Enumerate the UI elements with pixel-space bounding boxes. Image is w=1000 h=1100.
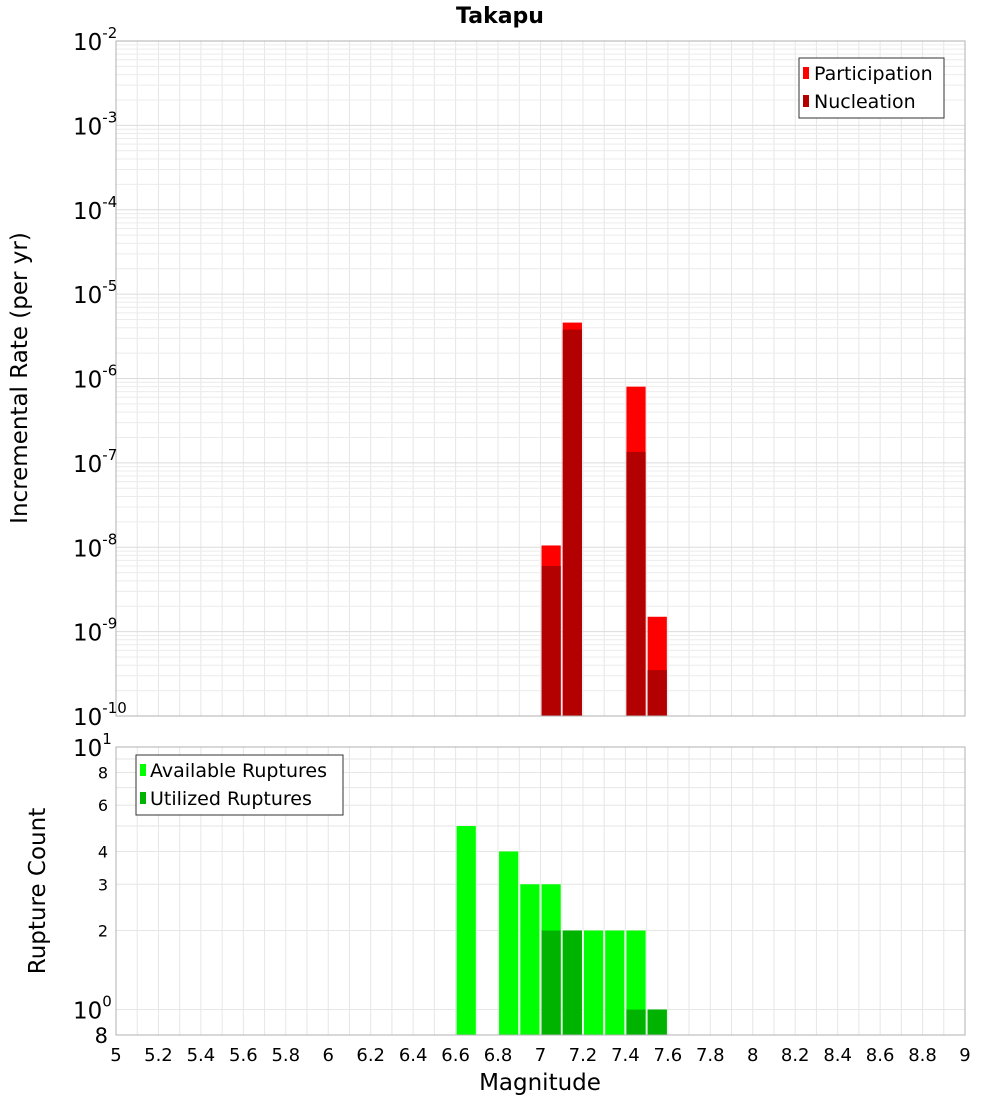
bar-utilized-ruptures: [541, 930, 561, 1035]
bottom-y-tick-label: 6: [98, 796, 108, 815]
bar-available-ruptures: [520, 884, 540, 1035]
top-y-axis-label: Incremental Rate (per yr): [7, 232, 33, 524]
top-y-tick-label: 10-6: [73, 362, 117, 394]
bar-nucleation: [562, 329, 582, 716]
bottom-y-tick-label: 2: [98, 922, 108, 941]
legend-label: Participation: [814, 63, 933, 85]
x-tick-label: 7.2: [569, 1045, 598, 1066]
bottom-y-decade-label: 100: [73, 993, 112, 1025]
top-panel: 10-10 10-9 10-8 10-7 10-6 10-5 10-4 10-3 10-2 Par…: [73, 24, 966, 731]
top-legend: Participation Nucleation: [798, 57, 945, 119]
bar-nucleation: [541, 565, 561, 716]
top-y-tick-label: 10-7: [73, 446, 117, 478]
legend-swatch: [803, 95, 809, 107]
legend-swatch: [140, 764, 146, 776]
x-tick-label: 8.6: [866, 1045, 895, 1066]
x-tick-label: 5: [110, 1045, 121, 1066]
x-axis: 5 5.2 5.4 5.6 5.8 6 6.2 6.4 6.6 6.8 7 7.2 7.4 7.6 7.8 8…: [110, 1045, 970, 1066]
legend-swatch: [140, 792, 146, 804]
bottom-y-decade-label: 101: [73, 730, 112, 762]
top-y-tick-label: 10-5: [73, 277, 117, 309]
top-y-tick-label: 10-3: [73, 108, 117, 140]
bottom-y-tick-label: 3: [98, 875, 108, 894]
x-tick-label: 5.6: [229, 1045, 258, 1066]
top-legend-box: [798, 57, 945, 119]
x-tick-label: 7.6: [654, 1045, 683, 1066]
x-tick-label: 7.4: [611, 1045, 640, 1066]
bar-available-ruptures: [626, 930, 646, 1035]
x-tick-label: 8.2: [781, 1045, 810, 1066]
bar-nucleation: [626, 451, 646, 716]
x-axis-label: Magnitude: [479, 1070, 601, 1096]
bottom-y-axis-label: Rupture Count: [25, 808, 51, 974]
x-tick-label: 8.8: [908, 1045, 937, 1066]
bottom-y-tick-label: 8: [95, 1024, 108, 1048]
bottom-y-tick-label: 4: [98, 842, 108, 861]
bottom-y-tick-label: 8: [98, 763, 108, 782]
bar-available-ruptures: [456, 826, 476, 1035]
x-tick-label: 7.8: [696, 1045, 725, 1066]
bar-available-ruptures: [583, 930, 604, 1035]
bar-utilized-ruptures: [626, 1009, 646, 1035]
bar-available-ruptures: [605, 930, 625, 1035]
top-y-tick-label: 10-9: [73, 615, 117, 647]
x-tick-label: 6.2: [356, 1045, 385, 1066]
bottom-legend-box: [135, 754, 344, 816]
x-tick-label: 7: [535, 1045, 546, 1066]
x-tick-label: 9: [959, 1045, 970, 1066]
x-tick-label: 8.4: [823, 1045, 852, 1066]
top-y-tick-label: 10-8: [73, 530, 117, 562]
x-tick-label: 6.4: [399, 1045, 428, 1066]
legend-label: Available Ruptures: [150, 760, 327, 782]
legend-label: Utilized Ruptures: [150, 788, 312, 810]
x-tick-label: 6.8: [484, 1045, 513, 1066]
legend-swatch: [803, 67, 809, 79]
bottom-legend: Available Ruptures Utilized Ruptures: [135, 754, 344, 816]
x-tick-label: 6: [323, 1045, 334, 1066]
legend-label: Nucleation: [814, 91, 916, 113]
x-tick-label: 6.6: [441, 1045, 470, 1066]
bar-nucleation: [647, 670, 667, 716]
chart-title: Takapu: [456, 4, 544, 29]
top-y-tick-label: 10-2: [73, 24, 117, 56]
bar-utilized-ruptures: [647, 1009, 667, 1035]
top-y-tick-label: 10-10: [73, 699, 127, 731]
bar-utilized-ruptures: [562, 930, 582, 1035]
x-tick-label: 5.8: [271, 1045, 300, 1066]
bar-available-ruptures: [499, 851, 519, 1035]
x-tick-label: 5.4: [187, 1045, 216, 1066]
top-plot-border: [115, 40, 966, 717]
bottom-plot-border: [115, 746, 966, 1036]
x-tick-label: 8: [747, 1045, 758, 1066]
top-y-tick-label: 10-4: [73, 193, 117, 225]
x-tick-label: 5.2: [144, 1045, 173, 1066]
